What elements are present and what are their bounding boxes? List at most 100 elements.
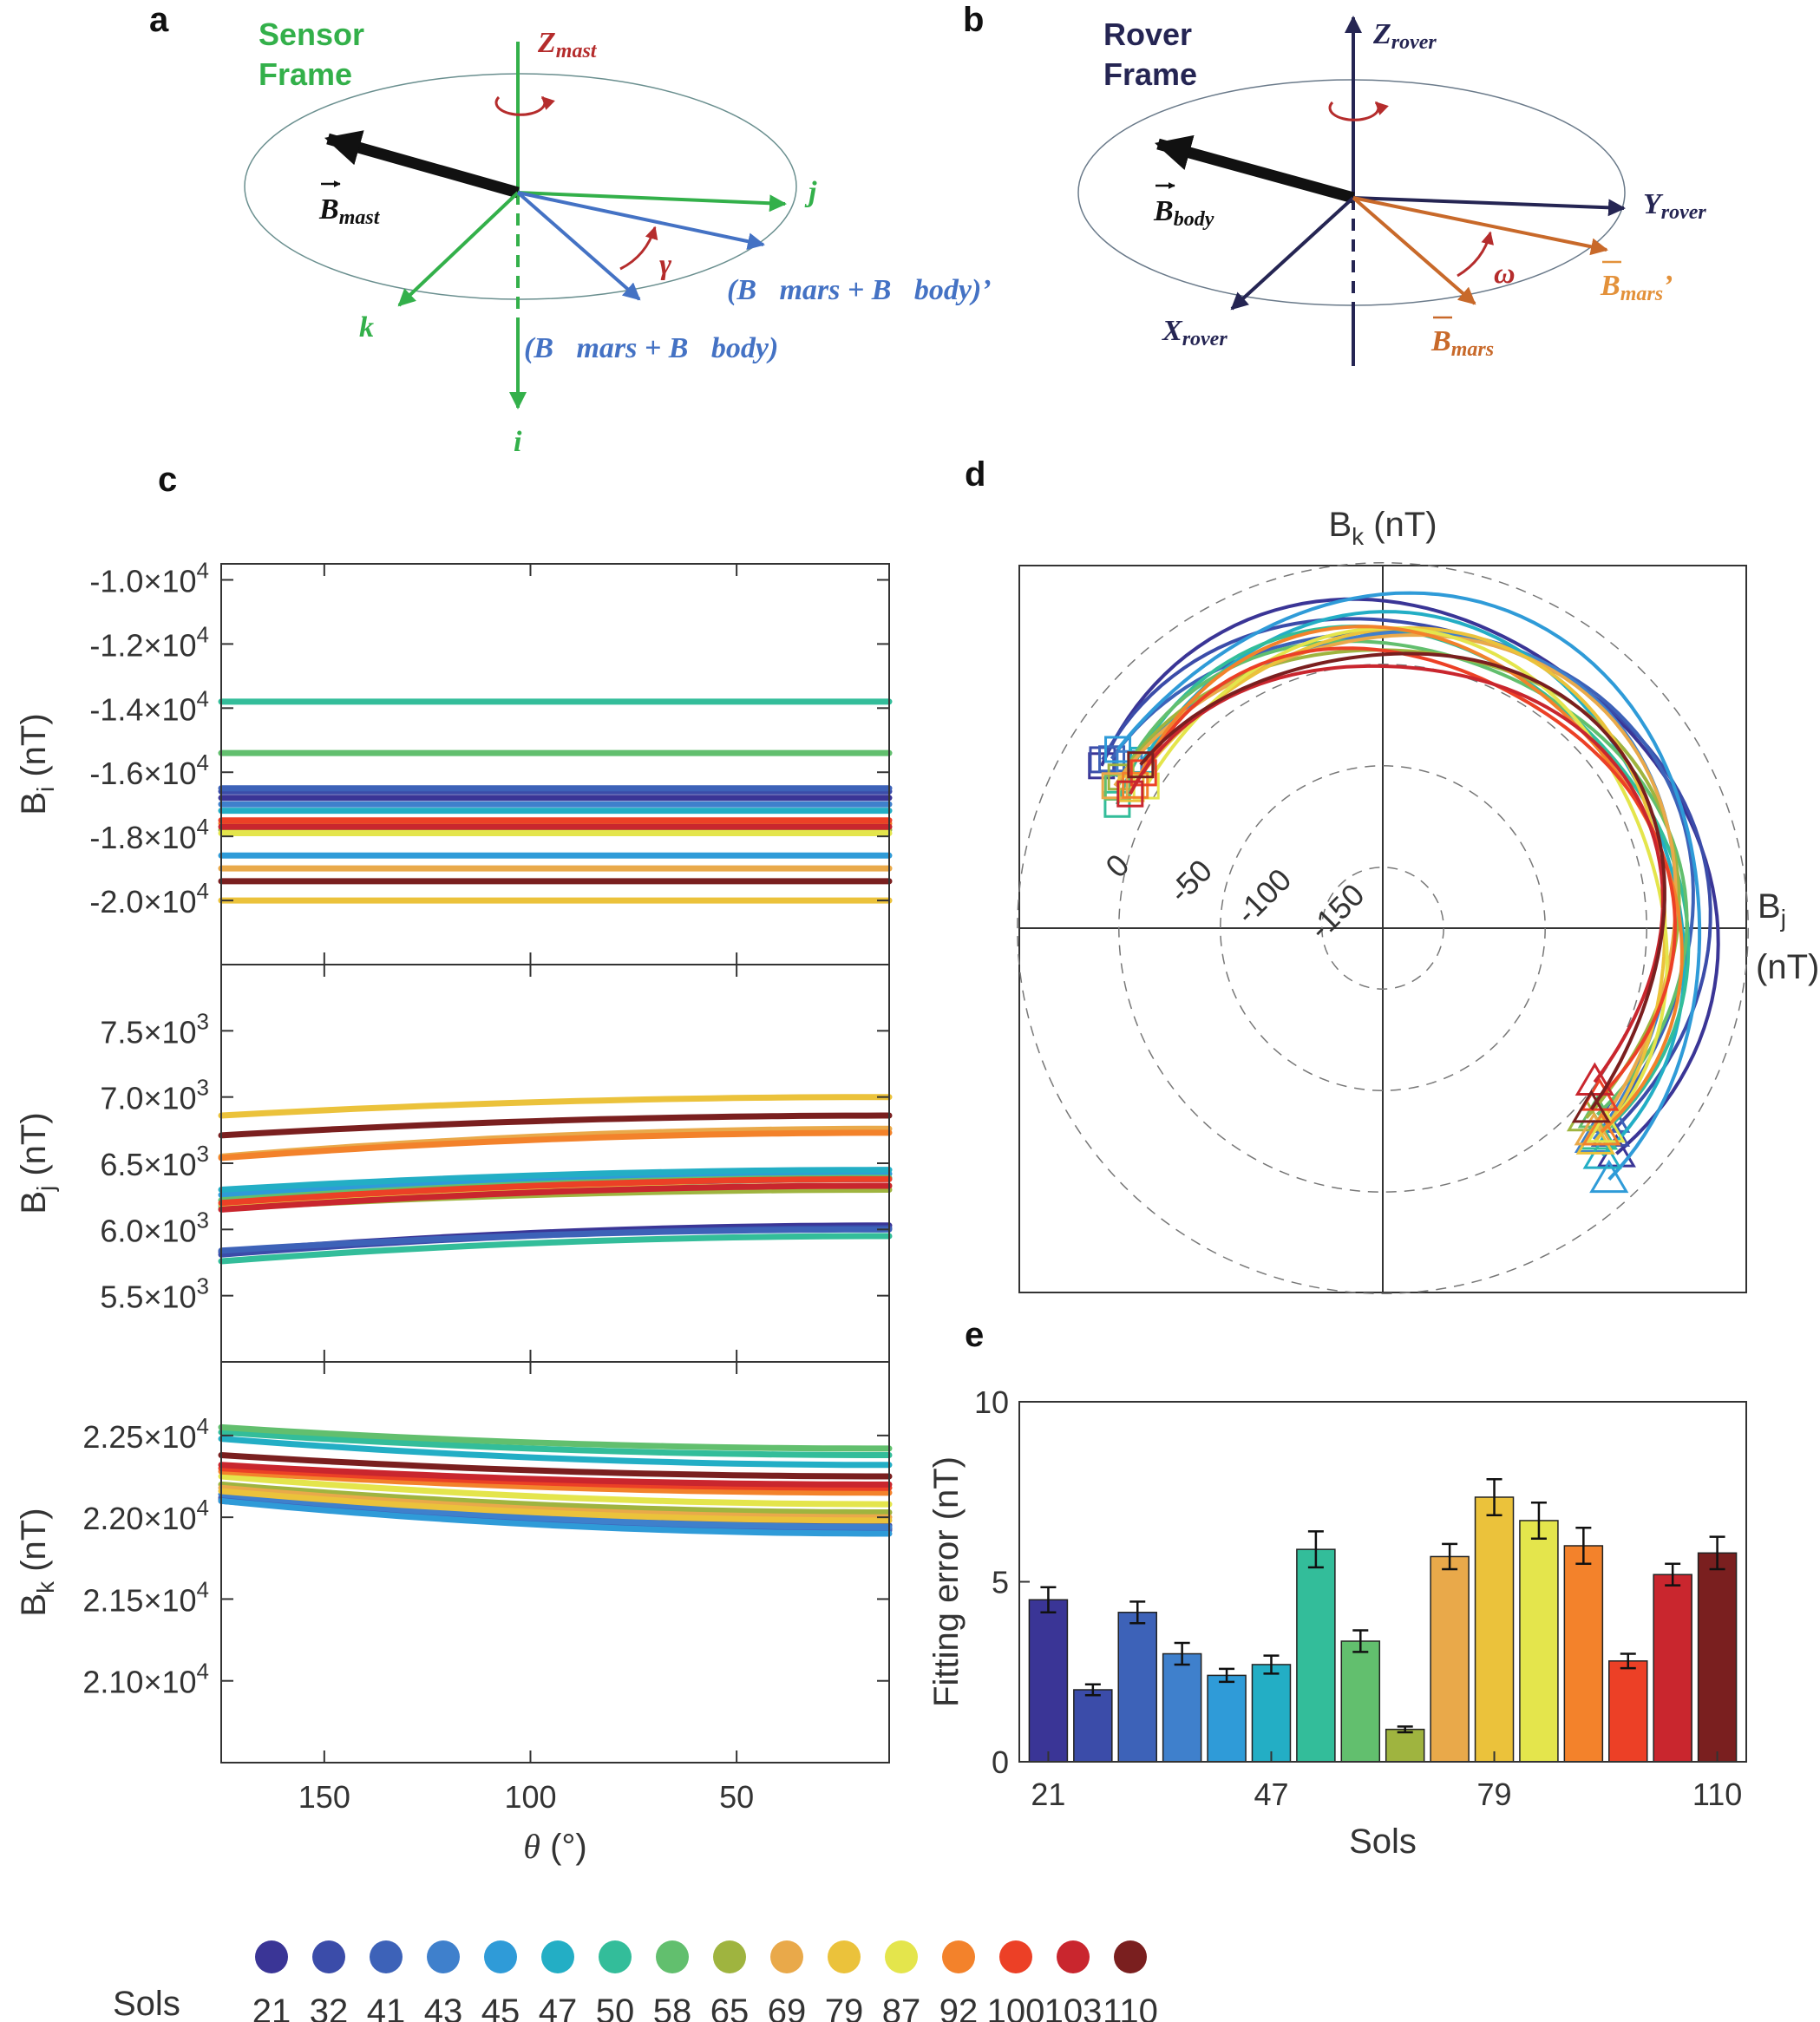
y-tick-label: 6.0×103 [100,1207,209,1248]
top-axis-label: Bk (nT) [1328,506,1437,550]
panel-c-label: c [158,461,177,499]
legend-dot-sol-87 [885,1940,918,1973]
series-line-sol-47 [218,1167,893,1193]
trajectory-sol-92 [1133,625,1684,1134]
b-mars-prime-label: Bmars’ [1600,260,1673,305]
series-line-sol-92 [218,1129,893,1162]
bar-sol-21 [1028,1599,1069,1763]
legend-title: Sols [113,1985,180,2022]
bar-sol-50 [1296,1548,1336,1763]
y-axis-label: Bi (nT) [15,713,59,815]
polar-ring [1321,867,1444,990]
y-tick-label: 0 [992,1744,1009,1780]
bar-sol-41 [1117,1612,1157,1763]
bar-sol-65 [1385,1728,1425,1763]
bar-sol-92 [1563,1545,1604,1763]
panel-e: e 0 5 10 21 47 79 110 Fitting error (nT) Sols [927,1316,1747,1861]
series-line-sol-43 [218,1491,893,1530]
legend-label-sol-47: 47 [539,1993,578,2022]
y-rover-arrow [1352,196,1626,217]
y-axis-label: Bk (nT) [15,1508,59,1616]
y-tick-label: -1.6×104 [89,749,209,791]
series-line-sol-79 [218,1488,893,1524]
b-mast-label: Bmast [318,180,381,229]
j-axis-arrow [517,191,787,213]
legend-label-sol-103: 103 [1044,1993,1103,2022]
end-marker-sol-110 [1571,1089,1611,1123]
bar-sol-69 [1430,1555,1470,1763]
y-tick-label: 2.25×104 [82,1413,209,1455]
series-line-sol-100 [218,1175,893,1207]
bar-sol-45 [1207,1674,1247,1763]
polar-ring [1118,664,1647,1193]
i-label: i [514,426,522,458]
bi-subplot: -1.0×104 -1.2×104 -1.4×104 -1.6×104 -1.8×104… [15,557,893,965]
x-tick-label: 110 [1692,1777,1742,1812]
b-body-arrow [1154,134,1355,204]
panel-a: a Sensor Frame Zmast Bmast j k i γ (B⃗ma… [149,1,992,458]
series-line-sol-50 [218,1429,893,1458]
z-rover-label: Zrover [1372,18,1437,54]
panel-d-label: d [965,455,985,494]
legend-dot-sol-58 [656,1940,689,1973]
y-tick-label: 10 [974,1384,1009,1420]
legend-dot-sol-65 [713,1940,746,1973]
axes-box [220,563,890,965]
y-tick-label: 5 [992,1565,1009,1600]
bj-subplot: 5.5×103 6.0×103 6.5×103 7.0×103 7.5×103 Bj (n… [15,964,893,1363]
legend-dot-sol-41 [370,1940,403,1973]
series-line-sol-92 [218,1468,893,1496]
bar-sol-32 [1073,1689,1113,1763]
legend-label-sol-100: 100 [987,1993,1045,2022]
panel-d: d 0 -50 -100 -150 Bk (nT) Bj (nT) [965,455,1819,1294]
panel-b-label: b [963,1,984,39]
trajectory-sol-87 [1144,625,1669,1130]
legend-label-sol-21: 21 [252,1993,291,2022]
b-sum-prime-arrow [517,191,765,251]
b-body-label: Bbody [1153,181,1214,231]
fitting-error-bar-chart: 0 5 10 21 47 79 110 Fitting error (nT) Sols [927,1384,1747,1861]
end-marker-sol-103 [1574,1062,1614,1096]
trajectory-sol-110 [1139,651,1666,1111]
trajectory-sol-79 [1129,625,1667,1142]
trajectory-sol-45 [1116,591,1702,1181]
panel-b: b Rover Frame Zrover Yrover Xrover Bbody… [963,1,1706,366]
omega-arc [1457,231,1494,278]
y-axis-label: Fitting error (nT) [927,1456,966,1707]
panel-c: c -1.0×104 -1.2×104 -1.4×104 -1.6×104 -1.8×1… [15,461,893,1866]
x-tick-label: 79 [1477,1777,1512,1812]
legend-dot-sol-43 [427,1940,460,1973]
polar-ring [1017,562,1749,1294]
series-line-sol-41 [218,1226,893,1254]
b-sum-label: (B⃗mars + B⃗body) [524,332,778,364]
x-tick-label: 100 [504,1779,556,1815]
k-axis-arrow [397,191,520,307]
panel-e-label: e [965,1316,984,1354]
rover-frame-title-line2: Frame [1103,56,1197,92]
legend-label-sol-110: 110 [1103,1993,1158,2022]
bar-sol-43 [1162,1652,1202,1763]
svg-text:Bmast: Bmast [318,193,381,229]
sensor-frame-title-line2: Frame [259,56,352,92]
legend-dot-sol-45 [484,1940,517,1973]
series-line-sol-50 [218,1233,893,1265]
legend-label-sol-58: 58 [653,1993,692,2022]
y-axis-label: Bj (nT) [15,1112,59,1214]
x-rover-label: Xrover [1162,315,1228,350]
svg-text:Bmars: Bmars [1430,325,1494,361]
legend-label-sol-45: 45 [481,1993,520,2022]
y-rover-label: Yrover [1643,188,1706,224]
omega-label: ω [1494,258,1516,290]
legend-label-sol-65: 65 [710,1993,750,2022]
bar-sol-87 [1519,1520,1559,1763]
series-line-sol-45 [218,1170,893,1199]
legend-label-sol-79: 79 [825,1993,864,2022]
rover-frame-title-line1: Rover [1103,16,1192,52]
bar-sol-79 [1474,1496,1515,1763]
legend-label-sol-92: 92 [939,1993,979,2022]
series-line-sol-69 [218,1484,893,1521]
bar-sol-100 [1608,1660,1648,1763]
series-line-sol-110 [218,1112,893,1139]
gamma-arc [619,226,658,271]
series-line-sol-79 [218,1094,893,1119]
